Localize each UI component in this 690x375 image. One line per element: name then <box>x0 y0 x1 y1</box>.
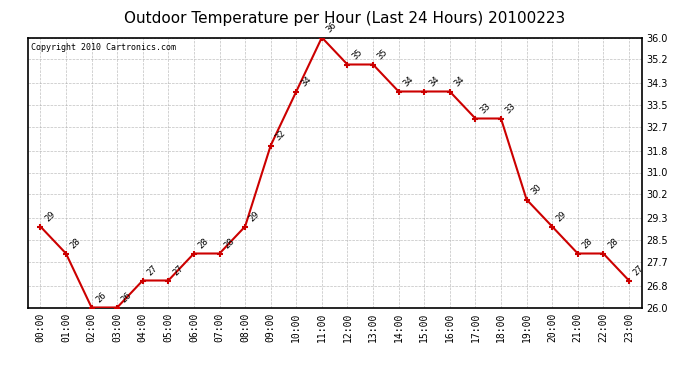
Text: 34: 34 <box>427 75 441 89</box>
Text: 30: 30 <box>529 183 543 197</box>
Text: 29: 29 <box>555 210 569 224</box>
Text: 29: 29 <box>43 210 57 224</box>
Text: 26: 26 <box>95 291 108 305</box>
Text: 34: 34 <box>402 75 415 89</box>
Text: 36: 36 <box>324 21 339 35</box>
Text: 33: 33 <box>504 102 518 116</box>
Text: 34: 34 <box>453 75 466 89</box>
Text: 32: 32 <box>273 129 287 143</box>
Text: 34: 34 <box>299 75 313 89</box>
Text: 27: 27 <box>631 264 646 278</box>
Text: 26: 26 <box>120 291 134 305</box>
Text: 28: 28 <box>606 237 620 251</box>
Text: Outdoor Temperature per Hour (Last 24 Hours) 20100223: Outdoor Temperature per Hour (Last 24 Ho… <box>124 11 566 26</box>
Text: 33: 33 <box>478 102 492 116</box>
Text: 35: 35 <box>351 48 364 62</box>
Text: 35: 35 <box>376 48 390 62</box>
Text: Copyright 2010 Cartronics.com: Copyright 2010 Cartronics.com <box>30 43 176 52</box>
Text: 29: 29 <box>248 210 262 224</box>
Text: 28: 28 <box>69 237 83 251</box>
Text: 27: 27 <box>171 264 185 278</box>
Text: 28: 28 <box>580 237 594 251</box>
Text: 28: 28 <box>222 237 236 251</box>
Text: 27: 27 <box>146 264 159 278</box>
Text: 28: 28 <box>197 237 210 251</box>
